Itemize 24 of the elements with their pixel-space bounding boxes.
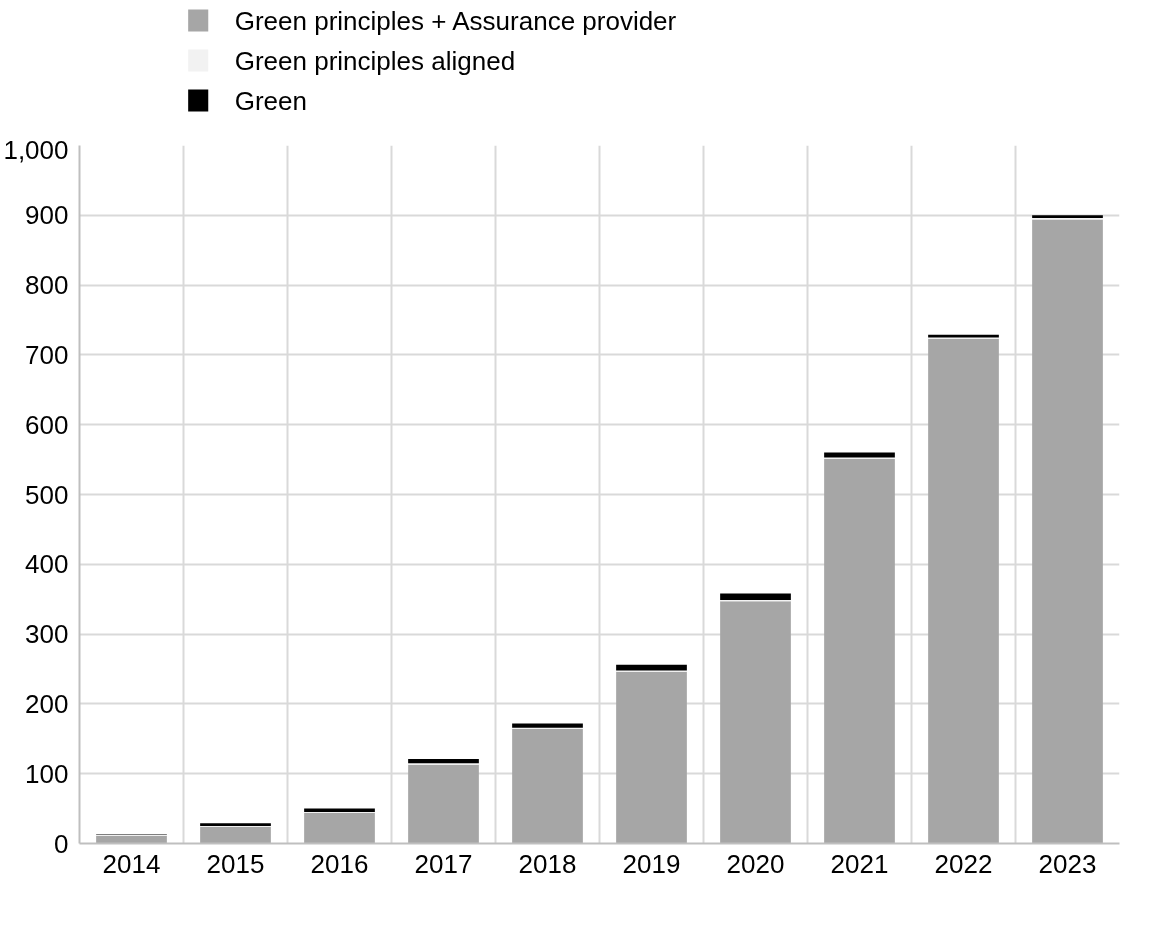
y-tick-label: 300 <box>25 619 69 650</box>
x-tick-label: 2016 <box>310 848 369 879</box>
y-tick-label: 0 <box>54 828 69 859</box>
y-tick-label: 200 <box>25 688 69 719</box>
x-tick-label: 2019 <box>622 848 681 879</box>
legend-label: Green principles aligned <box>234 45 516 76</box>
y-tick-label: 400 <box>25 549 69 580</box>
y-tick-label: 600 <box>25 409 69 440</box>
legend-label: Green principles + Assurance provider <box>234 5 677 36</box>
legend-label: Green <box>234 85 307 116</box>
x-tick-label: 2017 <box>414 848 473 879</box>
y-tick-label: 500 <box>25 479 69 510</box>
x-tick-label: 2018 <box>518 848 577 879</box>
y-tick-label: 100 <box>25 758 69 789</box>
x-tick-label: 2021 <box>830 848 889 879</box>
y-tick-label: 700 <box>25 339 69 370</box>
y-tick-label: 800 <box>25 270 69 301</box>
x-tick-label: 2015 <box>206 848 265 879</box>
x-tick-label: 2014 <box>102 848 161 879</box>
x-tick-label: 2023 <box>1038 848 1097 879</box>
x-tick-label: 2020 <box>726 848 785 879</box>
y-tick-label: 900 <box>25 200 69 231</box>
y-tick-label: 1,000 <box>3 134 69 165</box>
x-tick-label: 2022 <box>934 848 993 879</box>
